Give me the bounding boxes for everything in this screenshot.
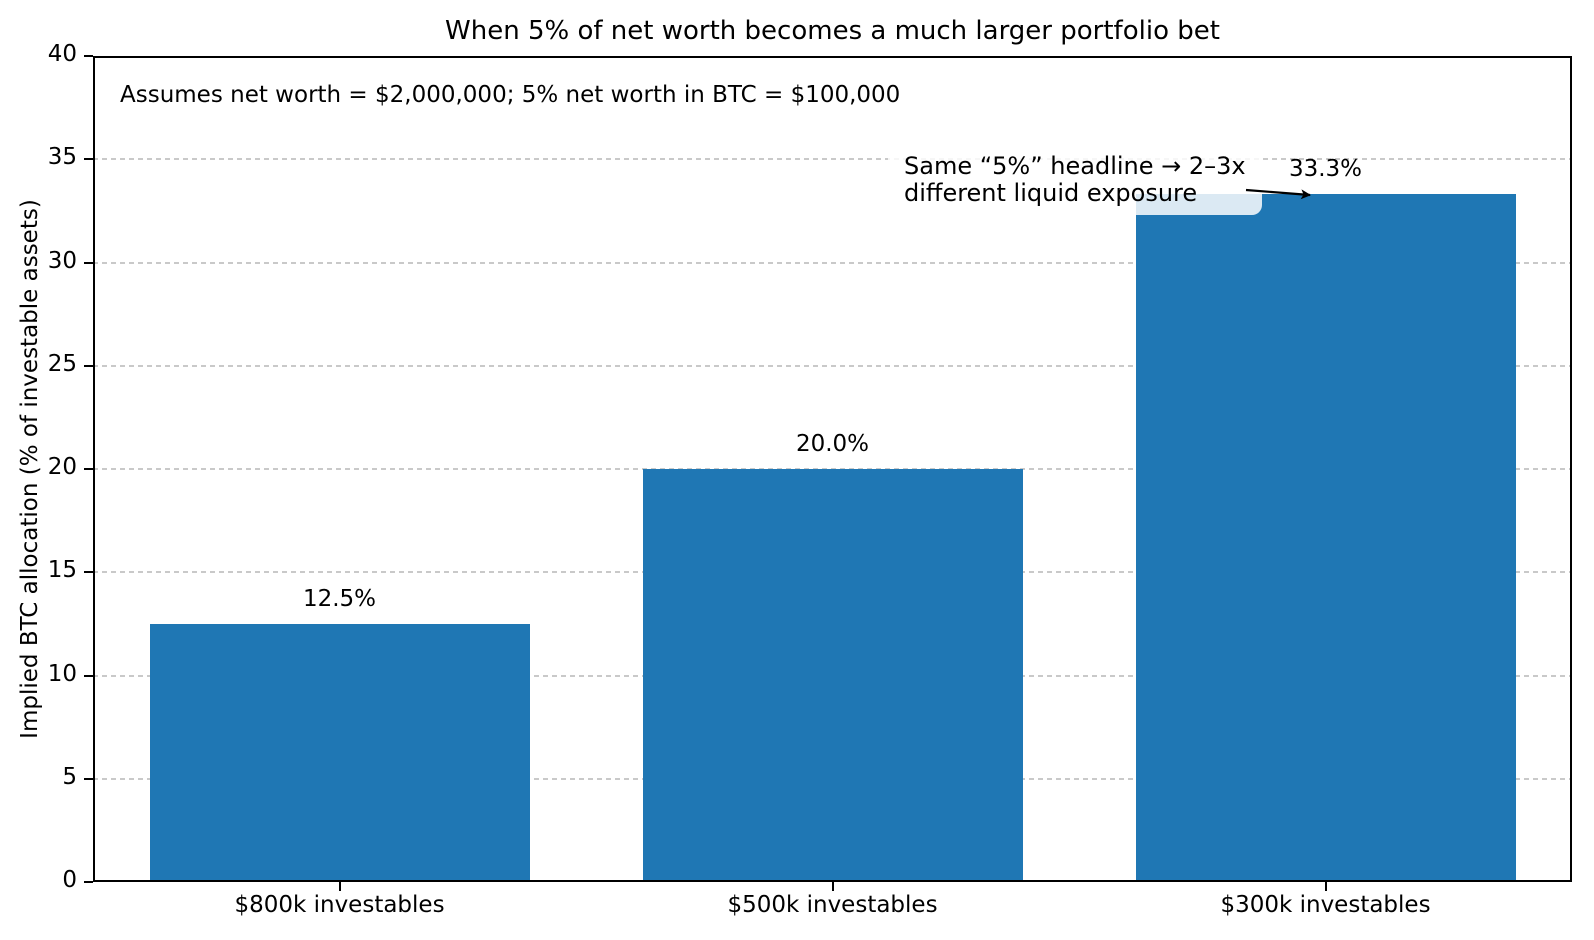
y-tick-mark-25 (84, 364, 93, 367)
y-tick-mark-30 (84, 261, 93, 264)
y-tick-label-30: 30 (47, 247, 77, 274)
y-tick-label-5: 5 (62, 763, 77, 790)
x-tick-mark-3 (1324, 882, 1327, 891)
y-tick-label-25: 25 (47, 350, 77, 377)
gridline-y-30 (93, 261, 1572, 264)
bar-2 (642, 469, 1023, 882)
y-tick-label-15: 15 (47, 557, 77, 584)
bar-3 (1135, 194, 1516, 882)
bar-1 (149, 623, 530, 882)
y-tick-label-10: 10 (47, 660, 77, 687)
y-tick-mark-15 (84, 571, 93, 574)
x-tick-mark-1 (338, 882, 341, 891)
x-tick-label-2: $500k investables (727, 892, 938, 918)
y-tick-label-40: 40 (47, 41, 77, 67)
y-tick-mark-10 (84, 674, 93, 677)
gridline-y-35 (93, 158, 1572, 161)
y-tick-mark-40 (84, 55, 93, 57)
y-tick-label-0: 0 (62, 867, 77, 893)
y-tick-mark-20 (84, 468, 93, 470)
bar-value-label-3: 33.3% (1288, 156, 1363, 183)
y-tick-label-20: 20 (47, 454, 77, 480)
bar-value-label-1: 12.5% (302, 585, 377, 612)
y-tick-mark-35 (84, 158, 93, 161)
annotation-line-2: different liquid exposure (904, 179, 1198, 207)
annotation-arrow-icon (1245, 188, 1311, 200)
y-tick-mark-5 (84, 777, 93, 780)
bar-value-label-2: 20.0% (795, 431, 870, 457)
annotation-line-1: Same “5%” headline → 2–3x (904, 152, 1246, 180)
annotation-box: Same “5%” headline → 2–3x different liqu… (888, 147, 1262, 215)
assumption-note: Assumes net worth = $2,000,000; 5% net w… (120, 82, 901, 108)
y-tick-mark-0 (84, 881, 93, 883)
gridline-y-25 (93, 364, 1572, 367)
x-tick-label-3: $300k investables (1220, 892, 1431, 918)
x-tick-label-1: $800k investables (234, 892, 445, 918)
x-tick-mark-2 (831, 882, 834, 891)
y-tick-label-35: 35 (47, 144, 77, 171)
chart-title: When 5% of net worth becomes a much larg… (445, 16, 1220, 46)
